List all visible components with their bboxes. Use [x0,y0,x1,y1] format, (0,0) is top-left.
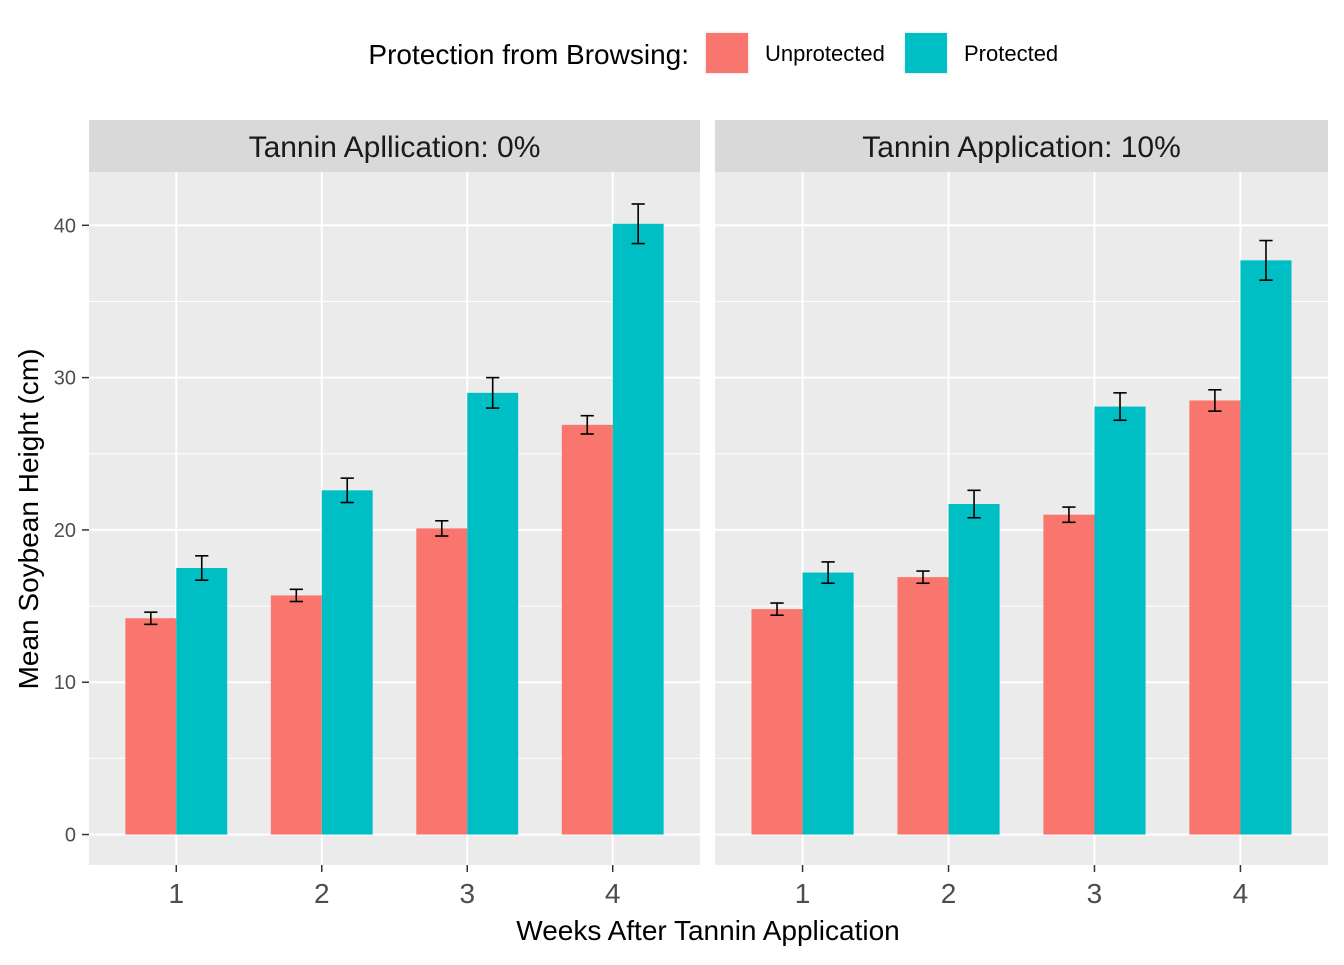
error-bar-unprotected-week-2 [916,570,930,585]
bar-unprotected-week-2 [897,577,949,835]
y-tick-label: 0 [65,825,76,847]
strip-label-0: Tannin Apllication: 0% [249,131,541,164]
error-bar-protected-week-1 [821,561,835,585]
legend: Protection from Browsing: Unprotected Pr… [368,30,1058,76]
bars-0 [125,203,664,835]
y-tick-label: 20 [54,520,76,542]
y-tick-label: 30 [54,368,76,390]
bars-1 [751,239,1292,835]
legend-title: Protection from Browsing: [368,39,689,70]
y-tick-label: 10 [54,672,76,694]
strip-background-0 [89,120,700,172]
y-axis: 0 10 20 30 40 [54,215,89,847]
error-bar-unprotected-week-4 [1208,388,1222,412]
bar-unprotected-week-3 [1043,514,1095,835]
error-bar-unprotected-week-2 [289,588,303,603]
bar-protected-week-1 [802,572,854,835]
bar-unprotected-week-3 [416,528,468,835]
x-tick-label: 1 [795,878,811,909]
bar-protected-week-3 [467,392,519,835]
x-tick-label: 1 [168,878,184,909]
error-bar-unprotected-week-1 [770,602,784,617]
y-tick-label: 40 [54,215,76,237]
error-bar-protected-week-2 [340,477,354,504]
bar-unprotected-week-2 [270,595,322,835]
legend-swatch-protected [905,33,947,73]
error-bar-protected-week-4 [631,203,645,245]
bar-protected-week-1 [176,568,228,835]
x-tick-label: 4 [605,878,621,909]
error-bar-unprotected-week-1 [144,611,158,626]
x-tick-label: 3 [1087,878,1103,909]
bar-protected-week-4 [612,223,664,835]
x-ticks-1: 1 2 3 4 [795,865,1248,909]
x-tick-label: 3 [459,878,475,909]
strip-background-1 [715,120,1328,172]
x-tick-label: 2 [314,878,330,909]
x-ticks-0: 1 2 3 4 [168,865,621,909]
error-bar-unprotected-week-4 [580,414,594,435]
error-bar-protected-week-4 [1259,239,1273,281]
bar-protected-week-3 [1094,406,1146,835]
error-bar-protected-week-2 [967,489,981,519]
legend-label-unprotected: Unprotected [765,41,885,66]
x-axis-title: Weeks After Tannin Application [516,915,899,946]
x-tick-label: 2 [941,878,957,909]
bar-unprotected-week-1 [751,609,803,835]
bar-unprotected-week-4 [561,424,613,835]
error-bar-unprotected-week-3 [435,519,449,537]
bar-protected-week-4 [1240,260,1292,835]
error-bar-protected-week-3 [486,376,500,409]
x-tick-label: 4 [1233,878,1249,909]
bar-protected-week-2 [948,504,1000,835]
panel-0: Tannin Apllication: 0% 1 2 3 4 [89,120,700,909]
bar-protected-week-2 [321,490,373,835]
error-bar-protected-week-3 [1113,392,1127,422]
error-bar-protected-week-1 [195,555,209,581]
y-axis-title: Mean Soybean Height (cm) [13,349,44,690]
panel-1: Tannin Application: 10% 1 2 3 4 [715,120,1328,909]
legend-swatch-unprotected [706,33,748,73]
legend-label-protected: Protected [964,41,1058,66]
bar-unprotected-week-1 [125,618,177,835]
error-bar-unprotected-week-3 [1062,506,1076,524]
bar-unprotected-week-4 [1189,400,1241,835]
strip-label-1: Tannin Application: 10% [862,131,1181,164]
